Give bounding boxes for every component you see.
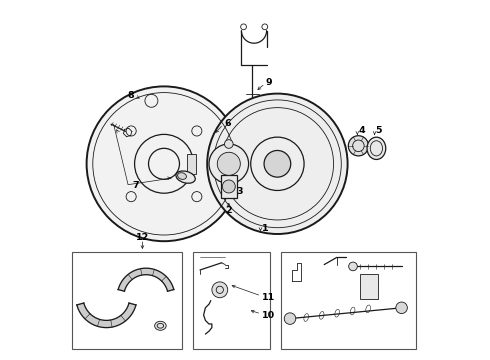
Bar	[193, 252, 270, 349]
Text: 11: 11	[262, 292, 275, 302]
Text: 9: 9	[266, 78, 272, 87]
Ellipse shape	[155, 321, 166, 330]
Ellipse shape	[367, 137, 386, 159]
Text: 10: 10	[262, 310, 275, 320]
Text: 4: 4	[358, 126, 365, 135]
Circle shape	[224, 140, 233, 148]
Circle shape	[207, 94, 347, 234]
Bar	[72, 252, 182, 349]
Text: 12: 12	[136, 233, 149, 242]
Text: 6: 6	[224, 119, 231, 128]
Bar	[187, 154, 196, 174]
Circle shape	[284, 313, 296, 324]
Circle shape	[349, 262, 357, 271]
Circle shape	[396, 302, 407, 314]
Text: 2: 2	[225, 206, 232, 215]
Text: 3: 3	[237, 187, 243, 196]
Circle shape	[264, 150, 291, 177]
Ellipse shape	[177, 173, 186, 179]
Text: 8: 8	[127, 91, 134, 100]
Text: 5: 5	[376, 126, 382, 135]
Bar	[360, 274, 378, 299]
Circle shape	[348, 136, 368, 156]
Text: 1: 1	[262, 224, 269, 233]
Circle shape	[87, 86, 242, 241]
Circle shape	[212, 282, 228, 298]
Circle shape	[217, 152, 240, 175]
Polygon shape	[77, 303, 136, 328]
Ellipse shape	[176, 171, 196, 183]
Polygon shape	[118, 268, 174, 291]
Circle shape	[222, 180, 235, 193]
Circle shape	[209, 144, 248, 184]
Bar	[221, 175, 237, 198]
Bar	[281, 252, 416, 349]
Text: 7: 7	[132, 181, 139, 190]
